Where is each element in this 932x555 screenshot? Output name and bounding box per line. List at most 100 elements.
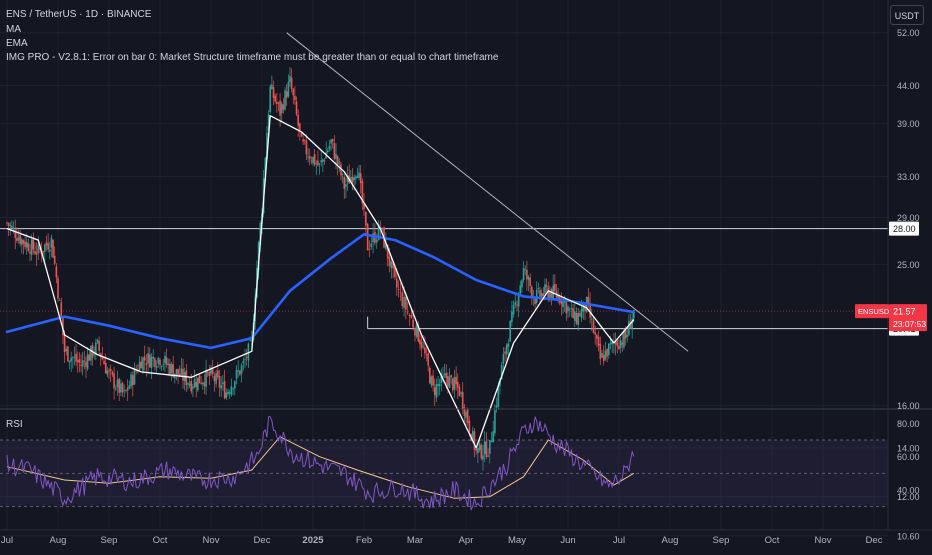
candle-body (570, 308, 573, 310)
price-tick-label: 29.00 (897, 213, 920, 223)
candle-body (577, 312, 579, 325)
candle-body (596, 335, 598, 339)
candle-body (331, 139, 334, 142)
candle-body (412, 319, 414, 328)
candle-body (287, 82, 290, 97)
candle-body (341, 173, 344, 175)
candle-body (591, 318, 593, 320)
candle-body (14, 230, 17, 238)
candle-body (450, 374, 452, 378)
candle-body (540, 292, 543, 299)
candle-body (159, 359, 161, 366)
candle-body (455, 376, 457, 385)
symbol-tag-bg (855, 304, 889, 319)
candle-body (271, 84, 273, 89)
candle-body (111, 371, 114, 375)
candle-body (132, 375, 134, 386)
candle-body (425, 354, 428, 356)
candle-body (47, 243, 49, 250)
horizontal-levels[interactable] (0, 228, 888, 330)
candle-body (160, 366, 163, 367)
candle-body (35, 252, 38, 255)
candle-body (232, 388, 234, 390)
candle-body (623, 331, 625, 348)
candle-body (514, 302, 517, 305)
candle-body (574, 311, 576, 321)
candle-body (101, 356, 104, 360)
time-label: Mar (407, 535, 423, 546)
candle-body (193, 379, 196, 388)
time-label: May (508, 535, 526, 546)
candle-body (592, 320, 595, 333)
candle-body (572, 308, 574, 319)
candle-body (550, 289, 553, 299)
candle-body (307, 156, 309, 158)
candle-body (30, 239, 33, 255)
candle-body (282, 104, 285, 110)
indicator-ma-label[interactable]: MA (6, 24, 21, 35)
candle-body (239, 370, 241, 375)
candle-body (235, 369, 238, 379)
candle-body (27, 243, 30, 252)
candle-body (292, 88, 295, 96)
candle-body (190, 380, 193, 392)
time-label: 2025 (302, 535, 324, 546)
candle-body (466, 409, 469, 423)
candle-body (152, 356, 154, 359)
candle-body (392, 261, 394, 269)
price-tick-label: 52.00 (897, 28, 920, 38)
candle-body (442, 375, 444, 377)
candle-body (351, 176, 354, 183)
time-axis[interactable]: Jul Aug Sep Oct Nov Dec 2025 Feb Mar Apr May Jun Jul… (1, 535, 883, 546)
price-tick-label: 39.00 (897, 119, 920, 129)
rsi-axis[interactable]: 80.00 60.00 40.00 (897, 419, 920, 496)
candle-body (472, 430, 474, 441)
candle-body (606, 348, 608, 357)
candle-body (55, 266, 58, 278)
symbol-title[interactable]: ENS / TetherUS · 1D · BINANCE (6, 9, 152, 20)
price-axis[interactable]: 52.00 44.00 39.00 33.00 29.00 25.00 16.00 14.00… (897, 28, 920, 541)
candle-body (370, 243, 373, 247)
candle-body (93, 353, 95, 355)
candle-body (401, 292, 404, 307)
candle-body (300, 132, 303, 137)
time-label: Nov (203, 535, 220, 546)
time-label: Nov (815, 535, 832, 546)
indicator-ema-label[interactable]: EMA (6, 38, 28, 49)
candle-body (406, 311, 409, 313)
candle-body (415, 323, 418, 337)
candle-body (240, 365, 243, 374)
time-label: Jul (613, 535, 625, 546)
candle-body (468, 420, 471, 433)
candle-body (78, 359, 81, 363)
candle-body (345, 184, 347, 188)
indicator-imgpro-label[interactable]: IMG PRO - V2.8.1: Error on bar 0: Market… (6, 52, 499, 63)
last-price-tag-bg (889, 304, 927, 332)
candle-body (537, 287, 540, 290)
candle-body (58, 299, 61, 301)
candle-body (108, 370, 110, 372)
rsi-tick-label: 40.00 (897, 486, 920, 496)
candle-body (52, 239, 54, 258)
candle-body (312, 156, 314, 164)
candle-body (395, 278, 398, 288)
trendline[interactable] (286, 32, 689, 352)
candle-body (504, 351, 506, 354)
candle-body (95, 342, 97, 356)
candle-body (463, 407, 466, 416)
candle-body (399, 291, 402, 293)
candle-body (372, 233, 374, 243)
candle-body (140, 361, 143, 369)
candle-body (142, 357, 144, 371)
currency-button[interactable]: USDT (890, 5, 924, 25)
candle-body (9, 225, 12, 227)
candle-body (157, 357, 160, 364)
candle-body (599, 343, 602, 360)
candle-body (519, 285, 522, 294)
level-label: 28.00 (893, 224, 916, 234)
candle-body (230, 386, 233, 395)
candle-body (483, 441, 486, 455)
candle-body (563, 301, 566, 303)
candle-body (531, 286, 533, 297)
